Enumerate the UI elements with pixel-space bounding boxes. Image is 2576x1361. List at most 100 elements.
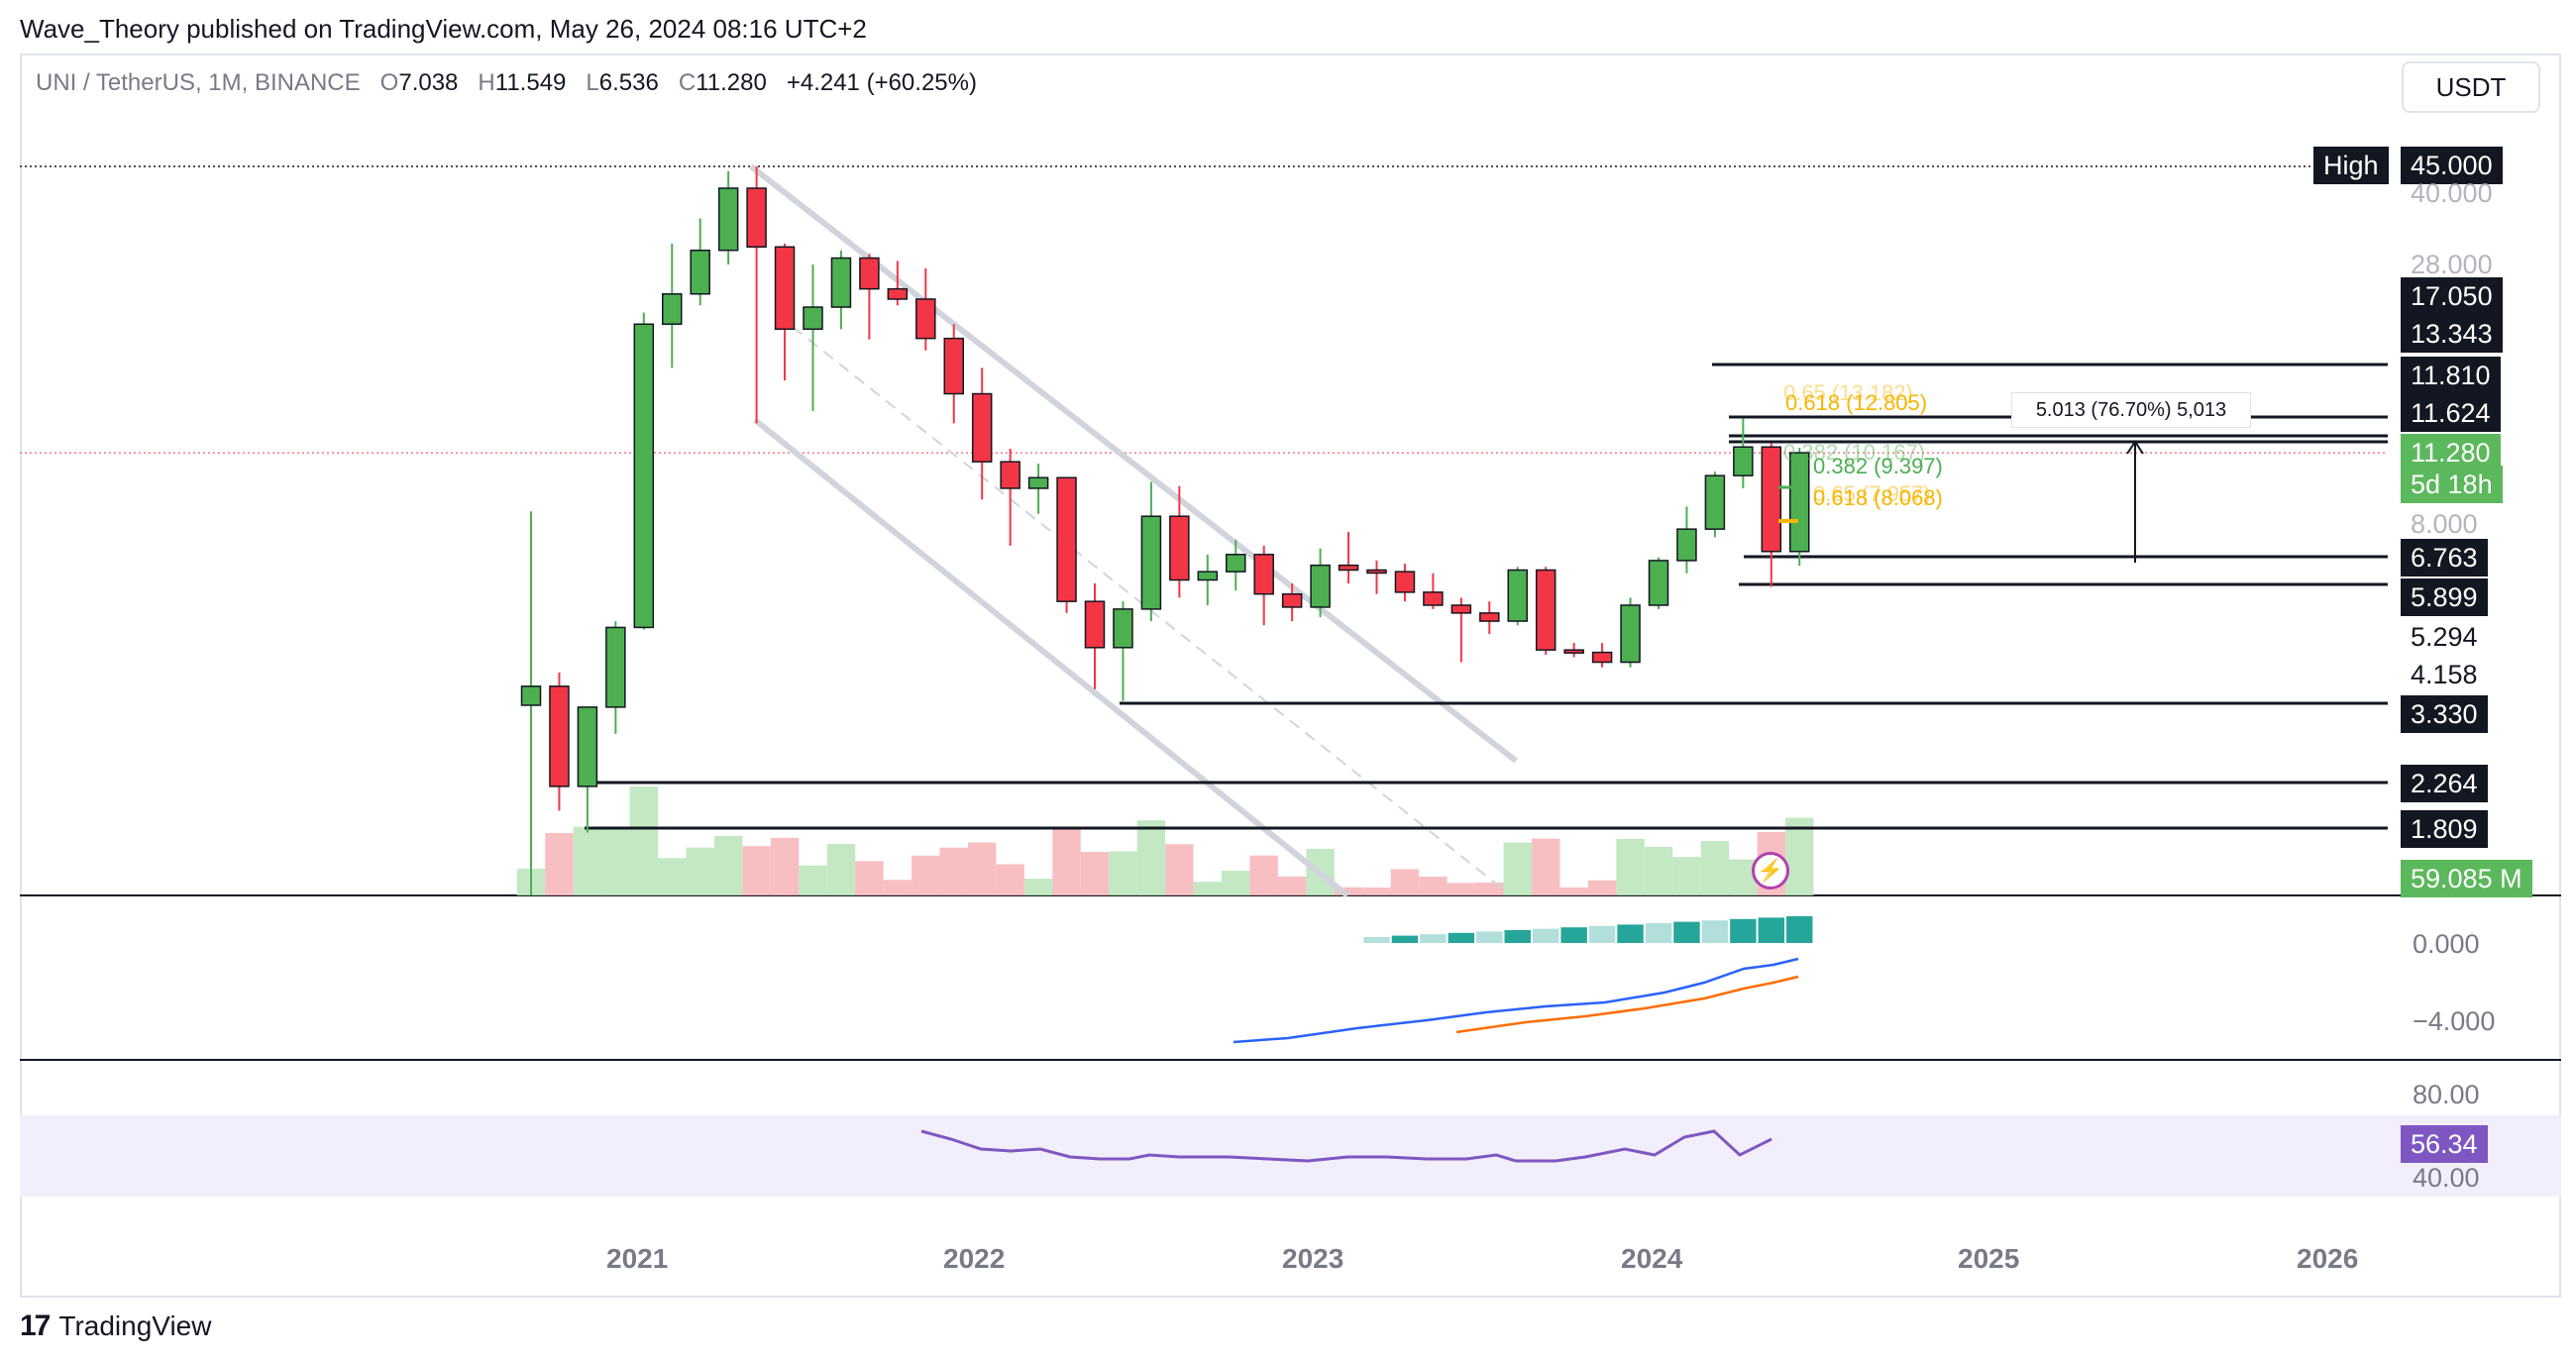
volume-bar: [996, 864, 1024, 895]
candle-body: [1733, 446, 1754, 476]
candle-body: [887, 287, 909, 300]
candle-body: [690, 249, 710, 295]
time-label-2026: 2026: [2297, 1243, 2359, 1274]
candle-body: [1084, 600, 1106, 649]
macd-histogram-bar: [1758, 917, 1785, 943]
channel-mid-line: [792, 326, 1507, 892]
volume-bar: [629, 786, 659, 895]
volume-bar: [1334, 887, 1363, 895]
volume-bar: [967, 842, 997, 895]
symbol-legend: UNI / TetherUS, 1M, BINANCE O7.038 H11.5…: [36, 69, 977, 97]
measure-tool-label[interactable]: 5.013 (76.70%) 5,013: [2011, 392, 2251, 428]
macd-line: [1233, 957, 1799, 1044]
low-value: 6.536: [598, 69, 659, 96]
open-value: 7.038: [398, 69, 459, 96]
volume-bar: [939, 847, 968, 895]
candle-body: [1450, 604, 1472, 614]
currency-button[interactable]: USDT: [2402, 61, 2540, 113]
macd-histogram-bar: [1532, 928, 1559, 943]
candle-body: [633, 323, 655, 629]
candle-body: [746, 187, 767, 249]
lightning-alert-icon[interactable]: ⚡: [1752, 852, 1789, 890]
volume-bar: [1390, 869, 1420, 895]
volume-bar: [1700, 841, 1730, 895]
volume-bar: [1419, 876, 1448, 895]
volume-bar: [770, 837, 800, 895]
volume-bar: [1531, 838, 1560, 895]
macd-histogram-bar: [1363, 937, 1390, 943]
volume-bar: [883, 880, 912, 895]
fib-label-mid-ghost: 0.382 (10.167): [1783, 440, 1926, 465]
macd-histogram-bar: [1448, 932, 1475, 943]
macd-axis-zero: 0.000: [2413, 929, 2480, 959]
macd-histogram-bar: [1701, 920, 1729, 943]
macd-histogram-bar: [1504, 930, 1531, 943]
volume-bar: [545, 832, 574, 895]
volume-bar: [1559, 888, 1588, 895]
fib-label-low: 0.618 (8.068): [1813, 485, 1943, 510]
candle-body: [1226, 554, 1246, 573]
macd-histogram-bar: [1673, 921, 1700, 943]
time-label-2021: 2021: [606, 1243, 669, 1274]
candle-body: [1000, 461, 1020, 489]
volume-bar: [1222, 871, 1250, 895]
macd-histogram-bar: [1391, 935, 1419, 943]
volume-label: 59.085 M: [2401, 860, 2532, 897]
high-tag: High: [2313, 147, 2389, 184]
macd-axis-neg4: −4.000: [2413, 1006, 2496, 1036]
fib-label-top-ghost: 0.65 (13.182): [1783, 380, 1913, 405]
candle-body: [1535, 569, 1556, 651]
footer-brand[interactable]: 17 TradingView: [20, 1309, 211, 1343]
candle-body: [1676, 528, 1697, 562]
macd-histogram-bar: [1730, 918, 1757, 943]
volume-bar: [686, 847, 714, 895]
candle-body: [1591, 651, 1613, 664]
candle-body: [1507, 569, 1528, 622]
macd-histogram-bar: [1617, 924, 1644, 943]
candle-body: [520, 685, 542, 706]
volume-bar: [1277, 876, 1307, 895]
price-label-5-29: 5.294: [2411, 622, 2478, 652]
fib-label-low-ghost: 0.65 (7.957): [1813, 481, 1931, 506]
candle-body: [1310, 564, 1331, 608]
volume-bar: [742, 846, 771, 895]
rsi-current-label: 56.34: [2401, 1125, 2488, 1163]
macd-histogram-bar: [1588, 925, 1616, 943]
symbol-info[interactable]: UNI / TetherUS, 1M, BINANCE: [36, 69, 361, 96]
candle-body: [1113, 608, 1133, 649]
candle-body: [830, 257, 852, 308]
volume-bar: [912, 855, 940, 895]
volume-bar: [1109, 851, 1137, 895]
volume-bar: [1052, 827, 1081, 895]
rsi-background-band: [20, 1115, 2561, 1197]
time-label-2024: 2024: [1621, 1243, 1683, 1274]
price-label-5-90: 5.899: [2401, 578, 2488, 616]
candle-body: [605, 626, 626, 708]
volume-bar: [1136, 820, 1166, 895]
candle-body: [1479, 612, 1500, 622]
volume-bar: [1023, 879, 1053, 895]
volume-bar: [826, 843, 856, 895]
candle-body: [1169, 515, 1190, 581]
candle-body: [1253, 554, 1274, 595]
volume-bar: [1193, 882, 1223, 895]
chart-frame: [20, 53, 2561, 1298]
candle-body: [1563, 649, 1584, 654]
candle-body: [915, 298, 936, 340]
macd-histogram-bar: [1645, 923, 1672, 943]
candle-body: [774, 246, 796, 331]
candle-body: [1789, 452, 1810, 553]
tradingview-logo-icon: 17: [20, 1309, 51, 1342]
countdown-label: 5d 18h: [2401, 466, 2503, 503]
candle-body: [717, 187, 739, 252]
price-label-3-33: 3.330: [2401, 695, 2488, 733]
close-value: 11.280: [696, 69, 767, 96]
volume-bar: [713, 835, 743, 895]
time-label-2022: 2022: [943, 1243, 1006, 1274]
volume-bar: [855, 861, 884, 895]
footer-brand-text: TradingView: [58, 1310, 212, 1341]
publisher-caption: Wave_Theory published on TradingView.com…: [20, 14, 867, 44]
price-label-40: 40.000: [2411, 178, 2493, 208]
price-label-13: 13.343: [2401, 315, 2503, 353]
